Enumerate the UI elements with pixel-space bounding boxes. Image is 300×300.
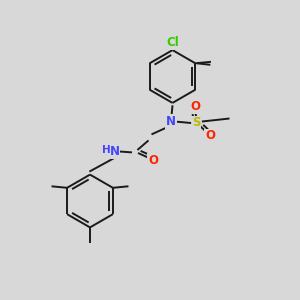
Text: Cl: Cl [166,36,179,49]
Text: N: N [166,115,176,128]
Text: S: S [192,116,201,130]
Text: H: H [102,145,111,155]
Text: O: O [190,100,200,113]
Text: O: O [205,129,215,142]
Text: O: O [148,154,158,167]
Text: N: N [110,145,120,158]
